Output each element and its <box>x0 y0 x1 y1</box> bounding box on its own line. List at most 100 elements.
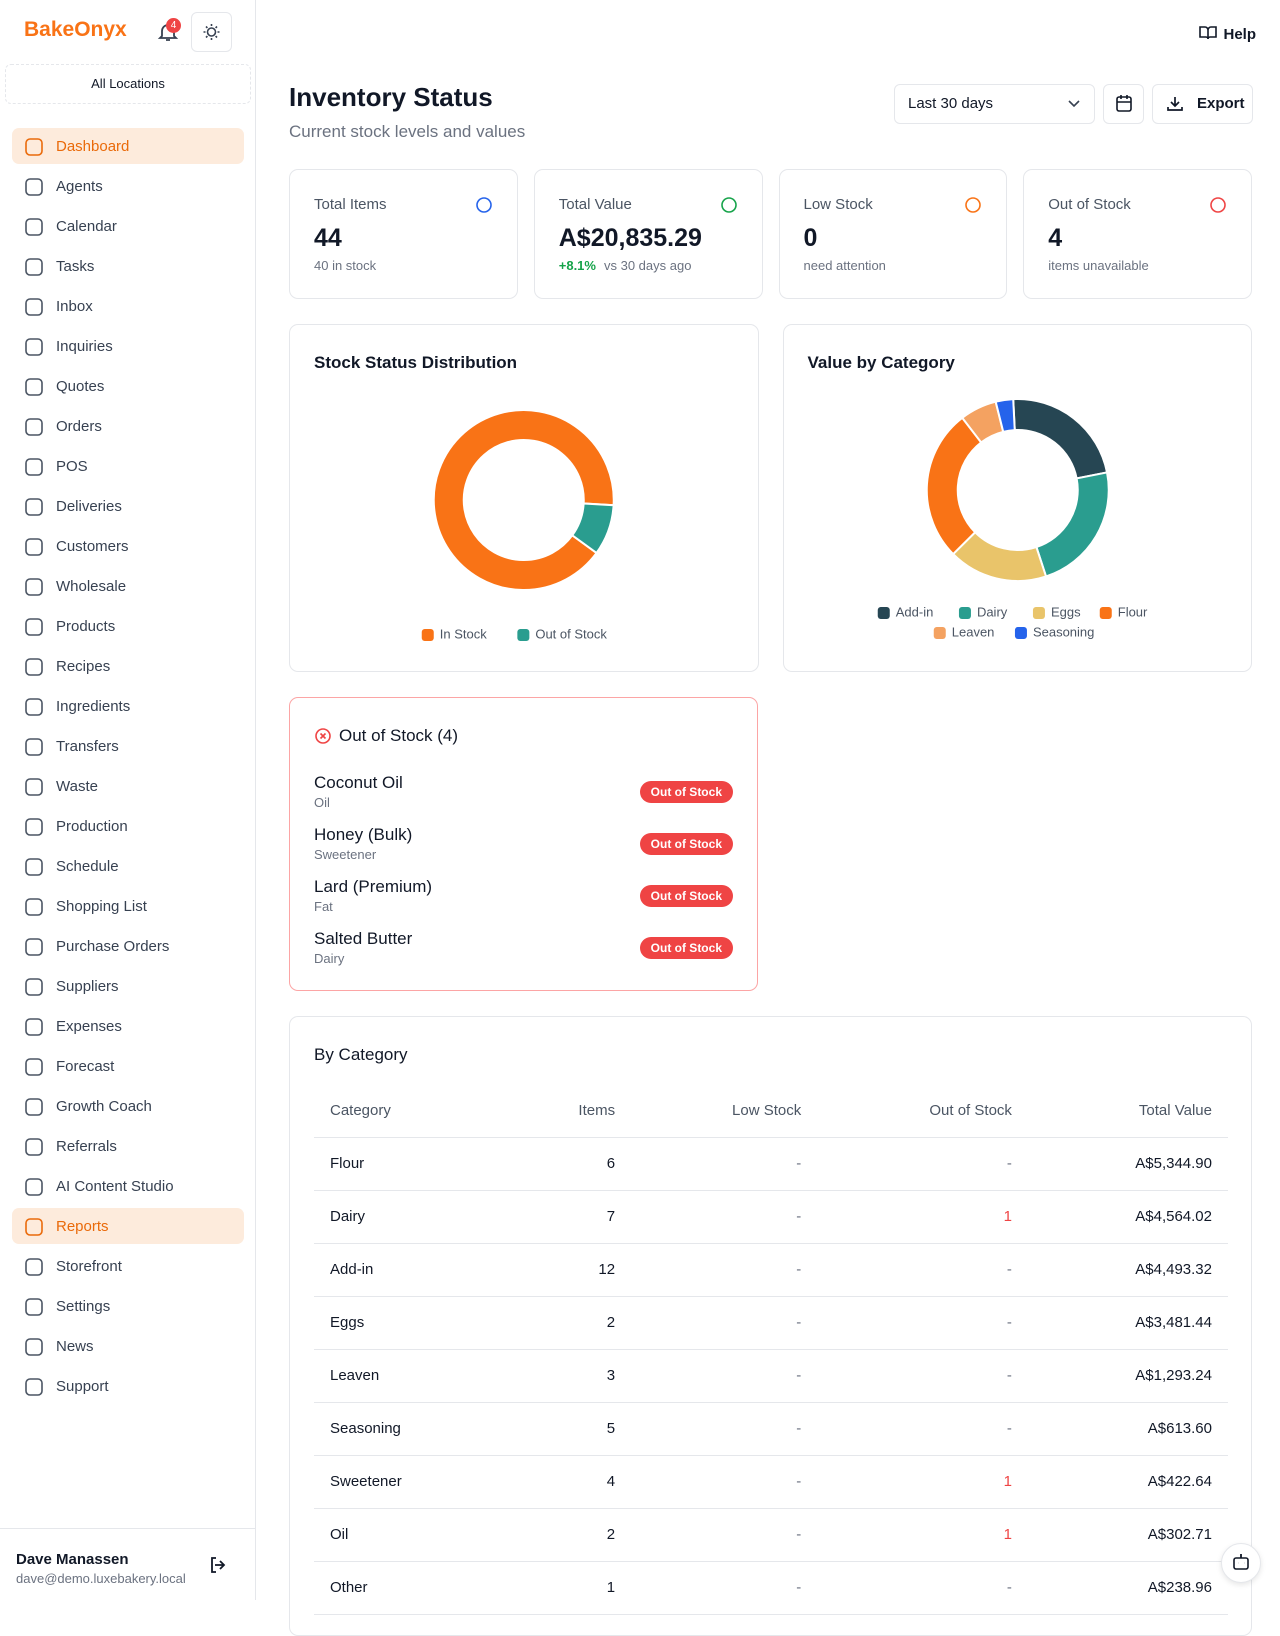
nav-label: Schedule <box>56 858 119 875</box>
table-cell: A$4,493.32 <box>1027 1243 1228 1297</box>
nav-item[interactable]: Products <box>12 608 244 644</box>
table-cell: 1 <box>817 1455 1028 1509</box>
location-select[interactable]: All Locations <box>5 64 251 104</box>
nav-label: Suppliers <box>56 978 119 995</box>
legend-label: Dairy <box>976 604 1007 619</box>
column-header: Total Value <box>1027 1085 1228 1138</box>
legend-swatch <box>933 627 946 639</box>
nav-item[interactable]: Waste <box>12 768 244 804</box>
nav-item[interactable]: Customers <box>12 528 244 564</box>
legend-label: Eggs <box>1050 604 1080 619</box>
table-cell: - <box>631 1402 818 1456</box>
nav-item[interactable]: Ingredients <box>12 688 244 724</box>
nav-icon <box>25 1098 43 1116</box>
nav-item[interactable]: Inbox <box>12 288 244 324</box>
export-button[interactable]: Export <box>1152 84 1253 124</box>
nav-item[interactable]: Agents <box>12 168 244 204</box>
icon-shape <box>25 538 43 556</box>
nav-icon <box>25 818 43 836</box>
nav-item[interactable]: POS <box>12 448 244 484</box>
legend-swatch <box>1032 607 1045 619</box>
nav-icon <box>25 298 43 316</box>
kpi-value: 4 <box>1048 224 1063 252</box>
table-row[interactable]: Seasoning 5- - A$613.60 <box>314 1402 1228 1456</box>
nav-item[interactable]: Purchase Orders <box>12 928 244 964</box>
nav-icon <box>25 978 43 996</box>
table-cell: - <box>631 1561 818 1615</box>
legend-label: Flour <box>1117 604 1147 619</box>
nav-item[interactable]: Forecast <box>12 1048 244 1084</box>
page-subtitle: Current stock levels and values <box>289 122 526 141</box>
calendar-button[interactable] <box>1103 84 1144 124</box>
nav-item[interactable]: Storefront <box>12 1248 244 1284</box>
table-cell: Flour <box>314 1137 505 1191</box>
nav-item[interactable]: Dashboard <box>12 128 244 164</box>
nav-label: Agents <box>56 178 103 195</box>
nav-item[interactable]: Deliveries <box>12 488 244 524</box>
table-cell: - <box>631 1190 818 1244</box>
nav-item[interactable]: Settings <box>12 1288 244 1324</box>
nav-item[interactable]: Reports <box>12 1208 244 1244</box>
nav-item[interactable]: Calendar <box>12 208 244 244</box>
nav-item[interactable]: Shopping List <box>12 888 244 924</box>
nav-item[interactable]: Production <box>12 808 244 844</box>
assistant-button[interactable] <box>1221 1543 1261 1583</box>
range-select[interactable]: Last 30 days <box>894 84 1095 124</box>
icon-shape <box>25 1138 43 1156</box>
table-cell: 1 <box>504 1561 632 1615</box>
table-row[interactable]: Leaven 3- - A$1,293.24 <box>314 1349 1228 1403</box>
icon-shape <box>25 1298 43 1316</box>
nav-icon <box>25 218 43 236</box>
nav-item[interactable]: Quotes <box>12 368 244 404</box>
nav-item[interactable]: Transfers <box>12 728 244 764</box>
nav-item[interactable]: Wholesale <box>12 568 244 604</box>
table-row[interactable]: Oil 2-1 A$302.71 <box>314 1508 1228 1562</box>
table-row[interactable]: Sweetener 4-1 A$422.64 <box>314 1455 1228 1509</box>
nav-label: Ingredients <box>56 698 131 715</box>
table-row[interactable]: Flour 6- - A$5,344.90 <box>314 1137 1228 1191</box>
nav-item[interactable]: Orders <box>12 408 244 444</box>
notification-badge: 4 <box>166 18 181 33</box>
nav-item[interactable]: Suppliers <box>12 968 244 1004</box>
table-cell: - <box>631 1243 818 1297</box>
theme-toggle[interactable] <box>191 12 232 52</box>
nav-item[interactable]: Recipes <box>12 648 244 684</box>
icon-shape <box>25 1218 43 1236</box>
nav-item[interactable]: News <box>12 1328 244 1364</box>
nav-item[interactable]: Support <box>12 1368 244 1404</box>
nav-item[interactable]: Referrals <box>12 1128 244 1164</box>
help-link[interactable]: Help <box>1199 26 1256 43</box>
nav-label: Orders <box>56 418 102 435</box>
nav-label: Customers <box>56 538 129 555</box>
table-row[interactable]: Eggs 2- - A$3,481.44 <box>314 1296 1228 1350</box>
nav-item[interactable]: Tasks <box>12 248 244 284</box>
nav-icon <box>25 1058 43 1076</box>
chart-title: Value by Category <box>807 353 955 372</box>
nav-item[interactable]: Growth Coach <box>12 1088 244 1124</box>
nav-item[interactable]: Schedule <box>12 848 244 884</box>
nav-label: Inquiries <box>56 338 113 355</box>
nav-label: Storefront <box>56 1258 122 1275</box>
icon-shape <box>25 138 43 156</box>
nav-item[interactable]: Inquiries <box>12 328 244 364</box>
nav-item[interactable]: AI Content Studio <box>12 1168 244 1204</box>
nav-item[interactable]: Expenses <box>12 1008 244 1044</box>
nav-label: Shopping List <box>56 898 147 915</box>
brand[interactable]: BakeOnyx <box>24 18 127 41</box>
nav-label: Transfers <box>56 738 119 755</box>
status-pill: Out of Stock <box>639 833 733 855</box>
sidebar: BakeOnyx 4 All Locations Dashboard Agents… <box>0 0 256 1600</box>
table-cell: - <box>817 1349 1028 1403</box>
table-row[interactable]: Add-in 12- - A$4,493.32 <box>314 1243 1228 1297</box>
table-cell: 2 <box>504 1296 632 1350</box>
table-row[interactable]: Other 1- - A$238.96 <box>314 1561 1228 1615</box>
legend-swatch <box>1099 607 1112 619</box>
table-row[interactable]: Dairy 7-1 A$4,564.02 <box>314 1190 1228 1244</box>
status-pill: Out of Stock <box>639 885 733 907</box>
donut-segment <box>1034 471 1110 578</box>
logout-icon[interactable] <box>208 1555 228 1575</box>
icon-shape <box>25 938 43 956</box>
nav-icon <box>25 138 43 156</box>
nav-icon <box>25 178 43 196</box>
